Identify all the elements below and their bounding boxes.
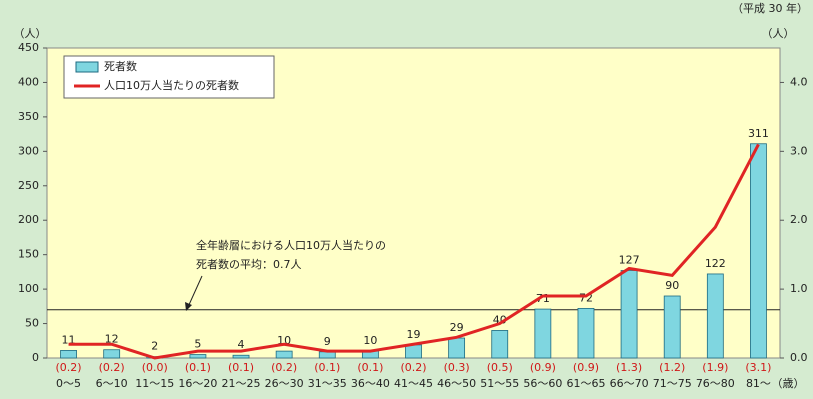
- x-tick-label: 21～25: [222, 377, 261, 390]
- bar-value-label: 2: [151, 340, 158, 353]
- x-tick-label: 0～5: [56, 377, 81, 390]
- x-tick-label: 41～45: [394, 377, 433, 390]
- x-tick-label: 11～15: [135, 377, 174, 390]
- x-tick-label: 26～30: [265, 377, 304, 390]
- bar-value-label: 4: [238, 338, 245, 351]
- x-tick-label: 51～55: [480, 377, 519, 390]
- bar: [405, 344, 422, 359]
- bar-value-label: 90: [665, 279, 679, 292]
- y-tick-label: 350: [18, 110, 39, 123]
- line-value-label: (0.5): [487, 361, 513, 374]
- y-tick-label: 100: [18, 282, 39, 295]
- line-value-label: (0.2): [400, 361, 426, 374]
- x-tick-label: 76～80: [696, 377, 735, 390]
- line-value-label: (0.2): [56, 361, 82, 374]
- annotation-arrow: [187, 275, 203, 308]
- bar: [275, 350, 293, 359]
- bar: [189, 354, 207, 359]
- y-tick-label: 150: [18, 248, 39, 261]
- x-tick-label: 36～40: [351, 377, 390, 390]
- bar: [491, 330, 509, 359]
- line-value-label: (1.9): [702, 361, 728, 374]
- bar-value-label: 10: [363, 334, 377, 347]
- y-tick-label: 50: [25, 317, 39, 330]
- y-tick-label: 0: [32, 351, 39, 364]
- line-value-label: (0.3): [444, 361, 470, 374]
- legend-swatch: [75, 61, 99, 73]
- y-tick-label: 200: [18, 213, 39, 226]
- bar: [750, 143, 767, 359]
- x-tick-label: 16～20: [178, 377, 217, 390]
- x-tick-label: 6～10: [96, 377, 128, 390]
- legend: 死者数 人口10万人当たりの死者数: [63, 55, 275, 99]
- line-value-label: (0.1): [314, 361, 340, 374]
- bar-value-label: 19: [407, 328, 421, 341]
- x-tick-label: 46～50: [437, 377, 476, 390]
- y2-tick-label: 3.0: [790, 144, 808, 157]
- annotation: 全年齢層における人口10万人当たりの: [196, 238, 386, 252]
- line-value-label: (1.2): [659, 361, 685, 374]
- line-value-label: (0.9): [573, 361, 599, 374]
- plot-area: [46, 47, 781, 359]
- bar: [60, 350, 77, 359]
- line-value-label: (0.1): [357, 361, 383, 374]
- x-tick-label: 71～75: [653, 377, 692, 390]
- x-unit: （歳）: [772, 377, 805, 390]
- bar-value-label: 29: [450, 321, 464, 334]
- bar: [706, 273, 724, 359]
- bar: [448, 337, 466, 359]
- y2-tick-label: 1.0: [790, 282, 808, 295]
- bar: [663, 295, 681, 359]
- legend-label: 人口10万人当たりの死者数: [104, 78, 239, 92]
- line-value-label: (0.1): [185, 361, 211, 374]
- bar: [577, 307, 595, 359]
- line: [68, 143, 760, 360]
- line-value-label: (0.1): [228, 361, 254, 374]
- legend-box: [63, 55, 275, 99]
- bar-value-label: 9: [324, 335, 331, 348]
- y2-tick-label: 2.0: [790, 213, 808, 226]
- annotation: 死者数の平均：0.7人: [196, 258, 302, 271]
- x-tick-label: 56～60: [523, 377, 562, 390]
- y2-tick-label: 4.0: [790, 75, 808, 88]
- bar: [232, 354, 250, 359]
- line-value-label: (1.3): [616, 361, 642, 374]
- x-tick-label: 81～: [746, 377, 771, 390]
- line-value-label: (0.0): [142, 361, 168, 374]
- y-tick-label: 300: [18, 144, 39, 157]
- bar: [620, 270, 638, 359]
- y-unit: （人）: [14, 27, 47, 40]
- y-tick-label: 450: [18, 41, 39, 54]
- x-tick-label: 61～65: [566, 377, 605, 390]
- chart-note: （平成 30 年）: [732, 1, 808, 15]
- y-tick-label: 250: [18, 179, 39, 192]
- annotation-arrowhead: [185, 302, 192, 311]
- line-value-label: (3.1): [745, 361, 771, 374]
- line-value-label: (0.9): [530, 361, 556, 374]
- line-value-label: (0.2): [99, 361, 125, 374]
- y2-unit: （人）: [762, 27, 795, 40]
- legend-label: 死者数: [104, 60, 137, 73]
- bar: [103, 349, 121, 359]
- bar: [318, 351, 336, 359]
- bar: [534, 308, 552, 359]
- line-value-label: (0.2): [271, 361, 297, 374]
- x-tick-label: 66～70: [610, 377, 649, 390]
- y-tick-label: 400: [18, 75, 39, 88]
- bar-value-label: 5: [194, 338, 201, 351]
- bar-value-label: 127: [619, 254, 640, 267]
- bar-value-label: 311: [748, 127, 769, 140]
- x-tick-label: 31～35: [308, 377, 347, 390]
- y2-tick-label: 0.0: [790, 351, 808, 364]
- bar-value-label: 12: [105, 333, 119, 346]
- bar-value-label: 122: [705, 257, 726, 270]
